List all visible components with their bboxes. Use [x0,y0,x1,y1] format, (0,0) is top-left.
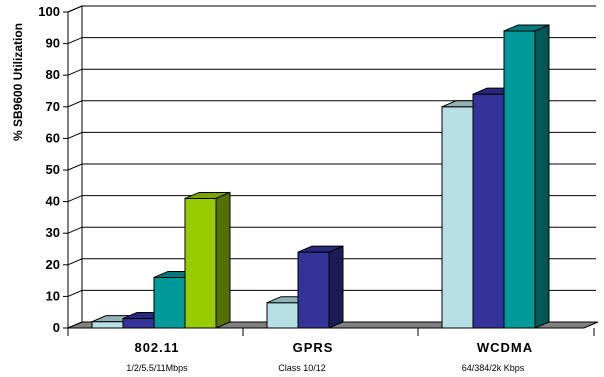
y-tick-label: 60 [46,130,60,145]
category-label: WCDMA [477,340,533,355]
bar-side [215,191,231,329]
bars [91,24,550,329]
category-sublabel: Class 10/12 [278,363,326,373]
category-sublabel: 1/2/5.5/11Mbps [126,363,188,373]
gridline [67,37,596,45]
gridline [67,131,596,139]
bar [441,106,474,329]
gridlines [63,5,596,329]
bar [472,93,505,329]
category-label: GPRS [293,340,334,355]
gridline [67,5,596,13]
gridline [67,289,596,297]
y-tick-label: 10 [46,288,60,303]
y-tick-label: 100 [38,4,60,19]
y-tick-label: 50 [46,162,60,177]
bar [153,276,186,329]
bar [122,318,155,329]
bar [297,251,330,329]
y-tick-labels: 0 10 20 30 40 50 60 70 80 90 100 [38,4,60,335]
gridline [67,68,596,76]
gridline [67,226,596,234]
bar [266,302,299,329]
gridline [67,195,596,203]
y-tick-label: 40 [46,194,60,209]
y-tick-label: 0 [53,320,60,335]
gridline [67,100,596,108]
bar-side [534,24,550,329]
y-axis-label: % SB9600 Utilization [11,23,25,141]
category-labels: 802.11 1/2/5.5/11Mbps GPRS Class 10/12 WCDMA… [67,328,595,373]
bar [184,197,217,329]
y-tick-label: 20 [46,257,60,272]
y-tick-label: 70 [46,99,60,114]
y-tick-label: 80 [46,67,60,82]
y-tick-label: 30 [46,225,60,240]
bar [503,30,536,329]
bar [91,321,124,329]
gridline [67,163,596,171]
y-tick-label: 90 [46,36,60,51]
category-label: 802.11 [134,340,179,355]
bar-side [328,245,344,329]
category-sublabel: 64/384/2k Kbps [462,363,525,373]
gridline [67,258,596,266]
